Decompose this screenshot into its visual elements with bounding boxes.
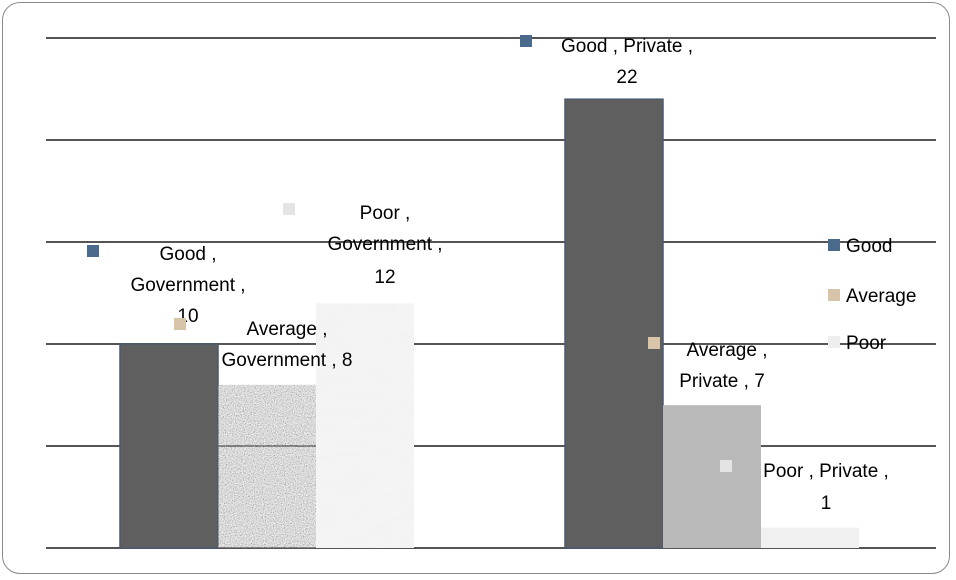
data-label-marker-poor-government <box>283 203 295 215</box>
data-label-marker-good-private <box>520 35 532 47</box>
bar-good-government <box>119 343 219 549</box>
data-label-poor-government: Poor , <box>360 203 411 224</box>
legend-label-average: Average <box>846 286 916 307</box>
legend: Good Average Poor <box>828 236 916 354</box>
data-label-good-private: 22 <box>616 67 637 88</box>
data-label-marker-poor-private <box>720 460 732 472</box>
data-label-average-government: Government , 8 <box>222 350 353 371</box>
bar-average-private <box>663 405 761 548</box>
bar-average-government <box>218 384 316 548</box>
data-label-good-government: Government , <box>130 275 245 296</box>
data-label-average-private: Private , 7 <box>679 371 765 392</box>
data-label-good-private: Good , Private , <box>561 36 693 57</box>
legend-swatch-good <box>828 239 840 251</box>
legend-swatch-average <box>828 289 840 301</box>
data-label-average-government: Average , <box>247 319 328 340</box>
bars <box>119 98 859 549</box>
legend-swatch-poor <box>828 336 840 348</box>
data-label-poor-private: Poor , Private , <box>763 461 889 482</box>
data-label-poor-government: 12 <box>374 267 395 288</box>
data-label-marker-average-government <box>174 318 186 330</box>
legend-label-poor: Poor <box>846 333 887 354</box>
bar-poor-private <box>761 527 859 548</box>
data-label-marker-average-private <box>648 337 660 349</box>
data-label-average-private: Average , <box>687 340 768 361</box>
bar-poor-government <box>316 303 414 548</box>
data-label-poor-government: Government , <box>327 234 442 255</box>
data-label-good-government: Good , <box>159 244 216 265</box>
legend-label-good: Good <box>846 236 892 257</box>
data-label-marker-good-government <box>87 245 99 257</box>
bar-good-private <box>564 98 664 549</box>
data-label-poor-private: 1 <box>821 493 832 514</box>
